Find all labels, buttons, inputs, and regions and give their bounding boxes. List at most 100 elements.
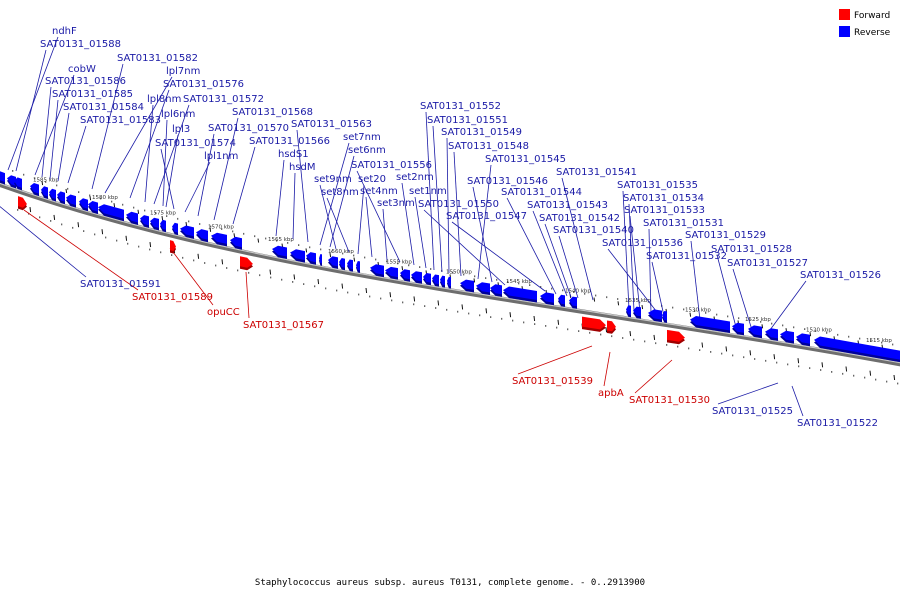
tick-dot	[573, 291, 575, 293]
leader-line	[197, 133, 215, 217]
tick-dot	[303, 283, 305, 285]
tick-major	[293, 274, 296, 280]
reverse-gene	[172, 222, 178, 236]
reverse-gene	[211, 232, 227, 247]
tick-dot	[419, 266, 421, 268]
tick-major	[797, 358, 800, 364]
tick-major	[317, 279, 320, 285]
tick-dot	[435, 307, 437, 309]
tick-dot	[237, 269, 239, 272]
reverse-gene	[490, 284, 502, 297]
reverse-gene	[460, 279, 474, 293]
tick-dot	[584, 292, 586, 295]
genome-backbone	[0, 182, 900, 367]
tick-dot	[567, 328, 569, 331]
tick-dot	[331, 250, 333, 253]
gene-body	[339, 258, 345, 268]
leader-line	[23, 209, 139, 291]
tick-dot	[177, 217, 179, 220]
reverse-gene	[411, 271, 422, 284]
gene-body	[150, 217, 159, 228]
gene-body	[41, 186, 48, 197]
reverse-gene	[150, 217, 159, 231]
reverse-gene	[196, 229, 208, 243]
gene-label: opuCC	[207, 307, 240, 318]
gene-label: SAT0131_01566	[249, 136, 330, 147]
leader-line	[356, 170, 401, 263]
tick-dot	[133, 206, 135, 209]
gene-body	[814, 336, 900, 360]
tick-dot	[716, 313, 718, 316]
reverse-gene	[98, 204, 124, 222]
leader-line	[716, 254, 737, 328]
tick-dot	[166, 215, 168, 217]
legend-reverse-swatch	[839, 26, 850, 37]
gene-body	[172, 222, 178, 233]
tick-dot	[111, 200, 113, 203]
tick-dot	[89, 194, 91, 197]
minor-ticks-top	[12, 170, 894, 346]
tick-major	[41, 181, 44, 186]
tick-dot	[705, 312, 707, 314]
forward-gene	[667, 329, 685, 345]
gene-body	[447, 276, 451, 287]
reverse-gene	[385, 266, 398, 280]
leader-line	[603, 351, 611, 387]
leader-line	[275, 159, 285, 237]
reverse-gene	[432, 274, 439, 287]
tick-dot	[45, 181, 47, 183]
tick-dot	[474, 275, 476, 278]
leader-line	[144, 104, 154, 203]
tick-dot	[188, 220, 190, 223]
tick-dot	[699, 349, 701, 351]
tick-dot	[551, 287, 553, 290]
tick-dot	[281, 278, 283, 281]
forward-gene	[240, 256, 253, 271]
gene-label: set8nm	[321, 187, 359, 198]
tick-dot	[320, 248, 322, 251]
tick-major	[809, 332, 812, 337]
tick-dot	[496, 278, 498, 281]
leader-line	[245, 271, 250, 319]
tick-dot	[116, 239, 118, 242]
gene-body	[180, 225, 194, 237]
reverse-gene	[626, 305, 631, 318]
tick-major	[773, 354, 776, 360]
tick-major	[77, 222, 80, 228]
tick-dot	[12, 170, 14, 172]
gene-label: set7nm	[343, 132, 381, 143]
gene-body	[748, 325, 762, 336]
tick-dot	[837, 333, 839, 336]
reverse-gene	[230, 236, 242, 250]
tick-dot	[127, 242, 129, 245]
leader-line	[651, 261, 665, 317]
tick-dot	[232, 230, 234, 233]
tick-dot	[221, 228, 223, 230]
tick-dot	[204, 262, 206, 264]
tick-dot	[468, 312, 470, 315]
tick-dot	[463, 273, 465, 276]
tick-dot	[864, 376, 866, 379]
tick-dot	[622, 337, 624, 339]
gene-label: SAT0131_01556	[351, 160, 432, 171]
gene-label: SAT0131_01522	[797, 418, 878, 429]
gene-body	[98, 204, 124, 219]
forward-gene	[582, 316, 606, 332]
tick-major	[845, 366, 848, 372]
tick-dot	[710, 351, 712, 353]
tick-dot	[820, 369, 822, 371]
reverse-gene	[796, 333, 810, 347]
scale-label: 1535 kbp	[625, 298, 651, 304]
forward-gene	[18, 196, 27, 211]
tick-dot	[391, 299, 393, 302]
tick-dot	[56, 184, 58, 187]
reverse-gene	[66, 194, 76, 208]
tick-dot	[402, 301, 404, 304]
reverse-gene	[41, 186, 48, 199]
tick-dot	[749, 319, 751, 321]
leader-line	[357, 184, 365, 255]
leader-line	[607, 248, 661, 317]
gene-body	[432, 274, 439, 285]
tick-dot	[210, 225, 212, 228]
gene-body	[476, 282, 490, 293]
